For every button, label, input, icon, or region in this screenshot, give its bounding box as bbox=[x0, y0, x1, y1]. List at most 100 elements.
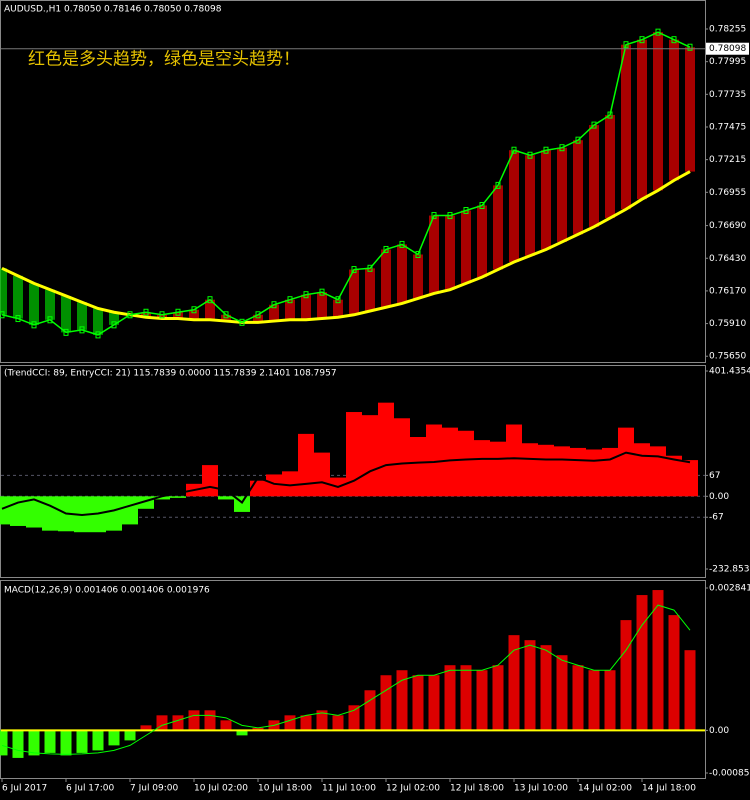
histogram-bar bbox=[540, 645, 552, 731]
candle bbox=[527, 151, 533, 159]
trend-bar bbox=[637, 39, 647, 200]
line-series bbox=[1, 451, 691, 517]
last-price-label: 0.78098 bbox=[709, 44, 746, 54]
trend-bar bbox=[349, 269, 359, 315]
histogram-bar bbox=[282, 471, 298, 497]
histogram-bar bbox=[444, 665, 456, 731]
candle bbox=[159, 311, 165, 319]
x-tick-label: 11 Jul 10:00 bbox=[322, 784, 376, 794]
candle bbox=[335, 296, 341, 304]
trend-bar bbox=[381, 249, 391, 308]
trend-bar bbox=[45, 289, 55, 320]
histogram-bar bbox=[378, 402, 394, 497]
trend-bar bbox=[333, 299, 343, 318]
pane-title: AUDUSD.,H1 0.78050 0.78146 0.78050 0.780… bbox=[4, 5, 222, 15]
macd-pane bbox=[0, 580, 706, 779]
candle bbox=[191, 306, 197, 314]
y-tick-label: 67 bbox=[709, 471, 720, 481]
histogram-bar bbox=[298, 433, 314, 497]
candle bbox=[239, 318, 245, 326]
line-series bbox=[1, 31, 691, 336]
y-tick-label: 0.77995 bbox=[709, 57, 746, 67]
candle bbox=[575, 136, 581, 144]
trend-bar bbox=[557, 147, 567, 242]
histogram-bar bbox=[458, 430, 474, 497]
candle bbox=[111, 321, 117, 329]
trend-bar bbox=[493, 185, 503, 270]
histogram-bar bbox=[314, 452, 330, 497]
candle bbox=[95, 331, 101, 339]
histogram-bar bbox=[586, 449, 602, 497]
histogram-bar bbox=[220, 720, 232, 731]
histogram-bar bbox=[506, 424, 522, 497]
y-tick-label: 0.75910 bbox=[709, 319, 746, 329]
candle bbox=[0, 311, 5, 319]
candle bbox=[655, 28, 661, 36]
last-price-box bbox=[706, 42, 749, 55]
histogram-bar bbox=[428, 675, 440, 731]
y-tick-label: -67 bbox=[709, 513, 724, 523]
trend-bar bbox=[61, 295, 71, 333]
candle bbox=[63, 328, 69, 336]
histogram-bar bbox=[218, 496, 234, 500]
candle bbox=[255, 311, 261, 319]
trend-bar bbox=[589, 125, 599, 227]
cci-pane bbox=[0, 365, 706, 578]
histogram-bar bbox=[12, 730, 24, 758]
candle bbox=[207, 296, 213, 304]
trend-bar bbox=[461, 210, 471, 284]
candle bbox=[175, 308, 181, 316]
x-tick-label: 14 Jul 02:00 bbox=[578, 784, 632, 794]
candle bbox=[495, 181, 501, 189]
y-tick-label: 401.4354 bbox=[709, 367, 750, 377]
candle bbox=[447, 212, 453, 220]
candle bbox=[383, 245, 389, 253]
histogram-bar bbox=[618, 427, 634, 497]
histogram-bar bbox=[0, 730, 8, 756]
histogram-bar bbox=[684, 650, 696, 731]
candle bbox=[15, 315, 21, 323]
histogram-bar bbox=[474, 440, 490, 497]
trend-bar bbox=[253, 314, 263, 323]
histogram-bar bbox=[588, 670, 600, 731]
trend-bar bbox=[413, 254, 423, 299]
histogram-bar bbox=[266, 474, 282, 497]
histogram-bar bbox=[412, 675, 424, 731]
histogram-bar bbox=[652, 590, 664, 731]
histogram-bar bbox=[682, 460, 698, 497]
histogram-bar bbox=[570, 447, 586, 497]
y-tick-label: 0.76690 bbox=[709, 221, 746, 231]
trend-bar bbox=[301, 294, 311, 320]
y-tick-label: 0.002841 bbox=[709, 584, 750, 594]
x-tick-label: 10 Jul 18:00 bbox=[258, 784, 312, 794]
candle bbox=[143, 308, 149, 316]
histogram-bar bbox=[250, 480, 266, 497]
histogram-bar bbox=[426, 424, 442, 497]
trend-bar bbox=[653, 32, 663, 191]
histogram-bar bbox=[476, 670, 488, 731]
candle bbox=[511, 146, 517, 154]
histogram-bar bbox=[364, 690, 376, 731]
trend-bar bbox=[269, 304, 279, 322]
histogram-bar bbox=[522, 443, 538, 497]
candle bbox=[591, 121, 597, 129]
trend-bar bbox=[189, 309, 199, 320]
histogram-bar bbox=[362, 415, 378, 497]
candle bbox=[623, 41, 629, 49]
histogram-bar bbox=[106, 496, 122, 531]
x-tick-label: 13 Jul 10:00 bbox=[514, 784, 568, 794]
candle bbox=[687, 43, 693, 51]
trend-bar bbox=[573, 140, 583, 235]
x-tick-label: 6 Jul 2017 bbox=[2, 784, 47, 794]
trend-bar bbox=[317, 292, 327, 319]
candle bbox=[607, 111, 613, 119]
y-tick-label: 0.78255 bbox=[709, 25, 746, 35]
x-tick-label: 7 Jul 09:00 bbox=[130, 784, 179, 794]
candle bbox=[223, 311, 229, 319]
y-tick-label: -0.000851 bbox=[709, 769, 750, 779]
line-series bbox=[1, 604, 691, 755]
trend-bar bbox=[397, 244, 407, 304]
pane-title: (TrendCCI: 89, EntryCCI: 21) 115.7839 0.… bbox=[4, 369, 337, 379]
histogram-bar bbox=[668, 615, 680, 731]
x-tick-label: 10 Jul 02:00 bbox=[194, 784, 248, 794]
